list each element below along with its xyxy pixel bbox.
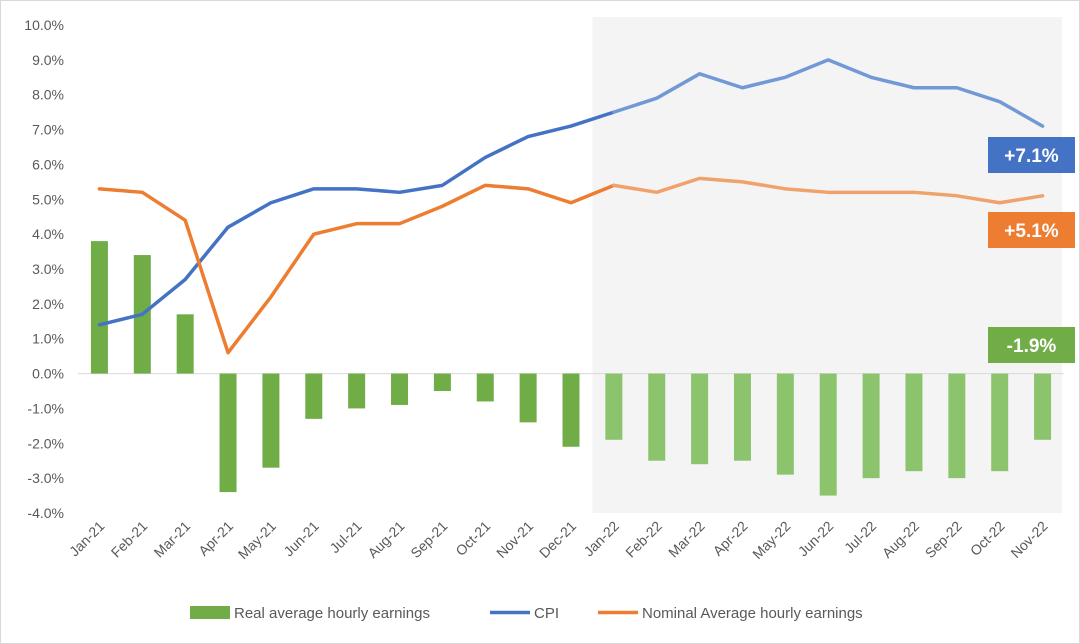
y-tick-label: -4.0% xyxy=(27,505,64,521)
bar-real-earnings xyxy=(262,373,280,468)
y-tick-label: 2.0% xyxy=(32,296,64,312)
bar-real-earnings xyxy=(648,373,666,461)
bar-real-earnings xyxy=(519,373,537,423)
bar-real-earnings xyxy=(305,373,323,419)
legend-swatch-real-average-hourly-earnings xyxy=(190,606,230,619)
line-cpi xyxy=(97,110,616,327)
bar-real-earnings xyxy=(862,373,880,479)
y-tick-label: 8.0% xyxy=(32,87,64,103)
y-tick-label: 6.0% xyxy=(32,156,64,172)
bar-real-earnings xyxy=(691,373,709,465)
bar-real-earnings xyxy=(819,373,837,496)
bar-real-earnings xyxy=(948,373,966,479)
y-tick-label: 1.0% xyxy=(32,331,64,347)
y-tick-label: 0.0% xyxy=(32,366,64,382)
bar-real-earnings xyxy=(991,373,1009,472)
bar-real-earnings xyxy=(219,373,237,493)
bar-real-earnings xyxy=(348,373,366,409)
y-tick-label: -2.0% xyxy=(27,435,64,451)
line-nominal-average-hourly-earnings xyxy=(97,183,616,355)
bar-real-earnings xyxy=(905,373,923,472)
badge-real-average-hourly-earnings xyxy=(988,327,1075,363)
bar-real-earnings xyxy=(90,241,108,374)
bar-real-earnings xyxy=(176,314,194,374)
legend-label-cpi: CPI xyxy=(534,605,559,622)
line-cpi-forecast xyxy=(612,58,1045,128)
bar-real-earnings xyxy=(433,373,451,391)
y-tick-label: 4.0% xyxy=(32,226,64,242)
badge-nominal-average-hourly-earnings xyxy=(988,212,1075,248)
legend-label-real-average-hourly-earnings: Real average hourly earnings xyxy=(234,605,430,622)
line-nominal-average-hourly-earnings-forecast xyxy=(612,176,1045,205)
bar-real-earnings xyxy=(776,373,794,475)
y-tick-label: 5.0% xyxy=(32,191,64,207)
bar-real-earnings xyxy=(391,373,409,405)
bar-real-earnings xyxy=(1034,373,1052,440)
badge-cpi xyxy=(988,137,1075,173)
badge-label-real-average-hourly-earnings: -1.9% xyxy=(1007,336,1057,357)
bar-real-earnings xyxy=(605,373,623,440)
legend-label-nominal-average-hourly-earnings: Nominal Average hourly earnings xyxy=(642,605,863,622)
y-tick-label: 7.0% xyxy=(32,122,64,138)
badge-label-cpi: +7.1% xyxy=(1004,146,1059,167)
y-tick-label: -1.0% xyxy=(27,400,64,416)
y-tick-label: 3.0% xyxy=(32,261,64,277)
bar-real-earnings xyxy=(562,373,580,447)
y-tick-label: 10.0% xyxy=(24,17,64,33)
y-tick-label: 9.0% xyxy=(32,52,64,68)
bar-real-earnings xyxy=(733,373,751,461)
bar-real-earnings xyxy=(476,373,494,402)
y-tick-label: -3.0% xyxy=(27,470,64,486)
badge-label-nominal-average-hourly-earnings: +5.1% xyxy=(1004,221,1059,242)
